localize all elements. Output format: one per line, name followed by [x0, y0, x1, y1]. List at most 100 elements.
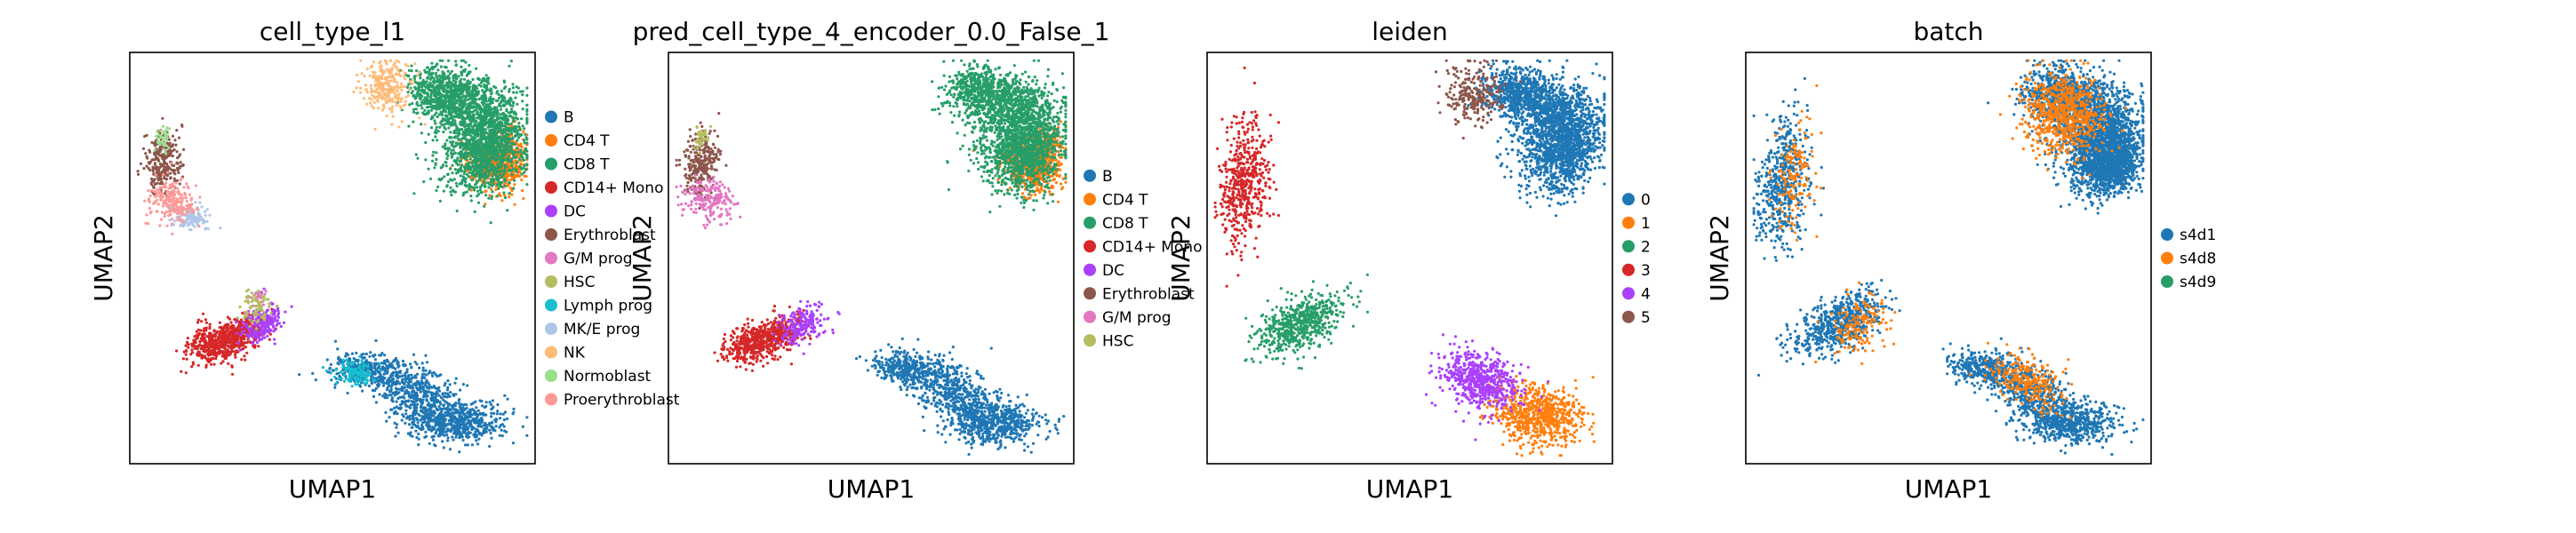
data-point — [456, 163, 460, 167]
data-point — [465, 190, 468, 194]
data-point — [511, 187, 516, 190]
data-point — [446, 83, 450, 86]
data-point — [445, 172, 450, 176]
data-point — [343, 371, 347, 375]
data-point — [431, 159, 435, 163]
data-point — [452, 152, 455, 155]
data-point — [476, 429, 479, 433]
data-point — [480, 97, 484, 100]
data-point — [514, 113, 518, 116]
data-point — [473, 106, 476, 109]
data-point — [464, 128, 468, 131]
data-point — [409, 403, 412, 407]
data-point — [519, 162, 523, 166]
data-point — [227, 350, 230, 354]
data-point — [226, 329, 229, 332]
data-point — [470, 443, 475, 447]
data-point — [456, 156, 460, 160]
data-point — [497, 96, 501, 99]
data-point — [457, 399, 460, 402]
data-point — [524, 147, 528, 150]
data-point — [499, 128, 502, 131]
data-point — [380, 362, 384, 365]
data-point — [510, 163, 514, 167]
data-point — [492, 133, 496, 137]
data-point — [383, 370, 387, 373]
data-point — [439, 92, 443, 96]
data-point — [445, 433, 449, 437]
data-point — [328, 366, 332, 370]
data-point — [193, 339, 197, 343]
data-point — [207, 336, 211, 339]
data-point — [465, 152, 468, 155]
data-point — [446, 69, 450, 73]
data-point — [467, 418, 470, 422]
data-point — [522, 171, 526, 174]
data-point — [452, 432, 456, 435]
data-point — [228, 317, 232, 321]
data-point — [447, 123, 451, 126]
data-point — [386, 370, 389, 373]
data-point — [488, 423, 492, 427]
panel-title: cell_type_l1 — [260, 17, 405, 46]
data-point — [427, 371, 431, 375]
data-point — [443, 394, 446, 399]
data-point — [436, 392, 439, 395]
data-point — [411, 417, 414, 420]
data-point — [373, 370, 377, 374]
data-point — [214, 340, 218, 344]
data-point — [454, 181, 458, 185]
data-point — [492, 163, 495, 168]
data-point — [523, 174, 526, 178]
data-point — [356, 358, 360, 362]
data-point — [444, 96, 448, 99]
data-point — [502, 171, 506, 175]
data-point — [409, 414, 412, 418]
data-point — [434, 122, 437, 125]
data-point — [482, 179, 486, 183]
data-point — [460, 163, 464, 167]
data-point — [415, 100, 419, 104]
data-point — [410, 64, 413, 68]
data-point — [462, 142, 466, 146]
data-point — [474, 183, 477, 187]
data-point — [525, 103, 529, 107]
data-point — [201, 356, 204, 360]
data-point — [453, 115, 457, 119]
data-point — [393, 410, 396, 414]
data-point — [457, 137, 460, 140]
data-point — [436, 79, 440, 83]
data-point — [508, 90, 511, 93]
data-point — [455, 420, 459, 425]
data-point — [394, 434, 397, 438]
data-point — [208, 322, 212, 326]
data-point — [404, 371, 407, 375]
data-point — [437, 389, 442, 393]
data-point — [489, 117, 492, 121]
data-point — [492, 111, 496, 115]
data-point — [517, 136, 521, 139]
data-point — [496, 126, 500, 130]
data-point — [477, 163, 481, 166]
data-point — [391, 382, 395, 386]
data-point — [483, 98, 487, 101]
data-point — [484, 87, 489, 91]
data-point — [421, 89, 425, 92]
data-point — [457, 402, 460, 405]
data-point — [391, 391, 395, 395]
data-point — [473, 89, 476, 92]
data-point — [431, 438, 436, 442]
data-point — [509, 131, 514, 135]
data-point — [396, 406, 400, 410]
data-point — [511, 120, 516, 123]
data-point — [435, 128, 438, 131]
data-point — [475, 108, 478, 112]
data-point — [465, 139, 469, 142]
data-point — [503, 147, 507, 150]
data-point — [483, 204, 486, 208]
data-point — [511, 83, 515, 86]
data-point — [452, 411, 456, 415]
data-point — [498, 434, 501, 437]
data-point — [421, 427, 425, 431]
data-point — [500, 149, 503, 153]
